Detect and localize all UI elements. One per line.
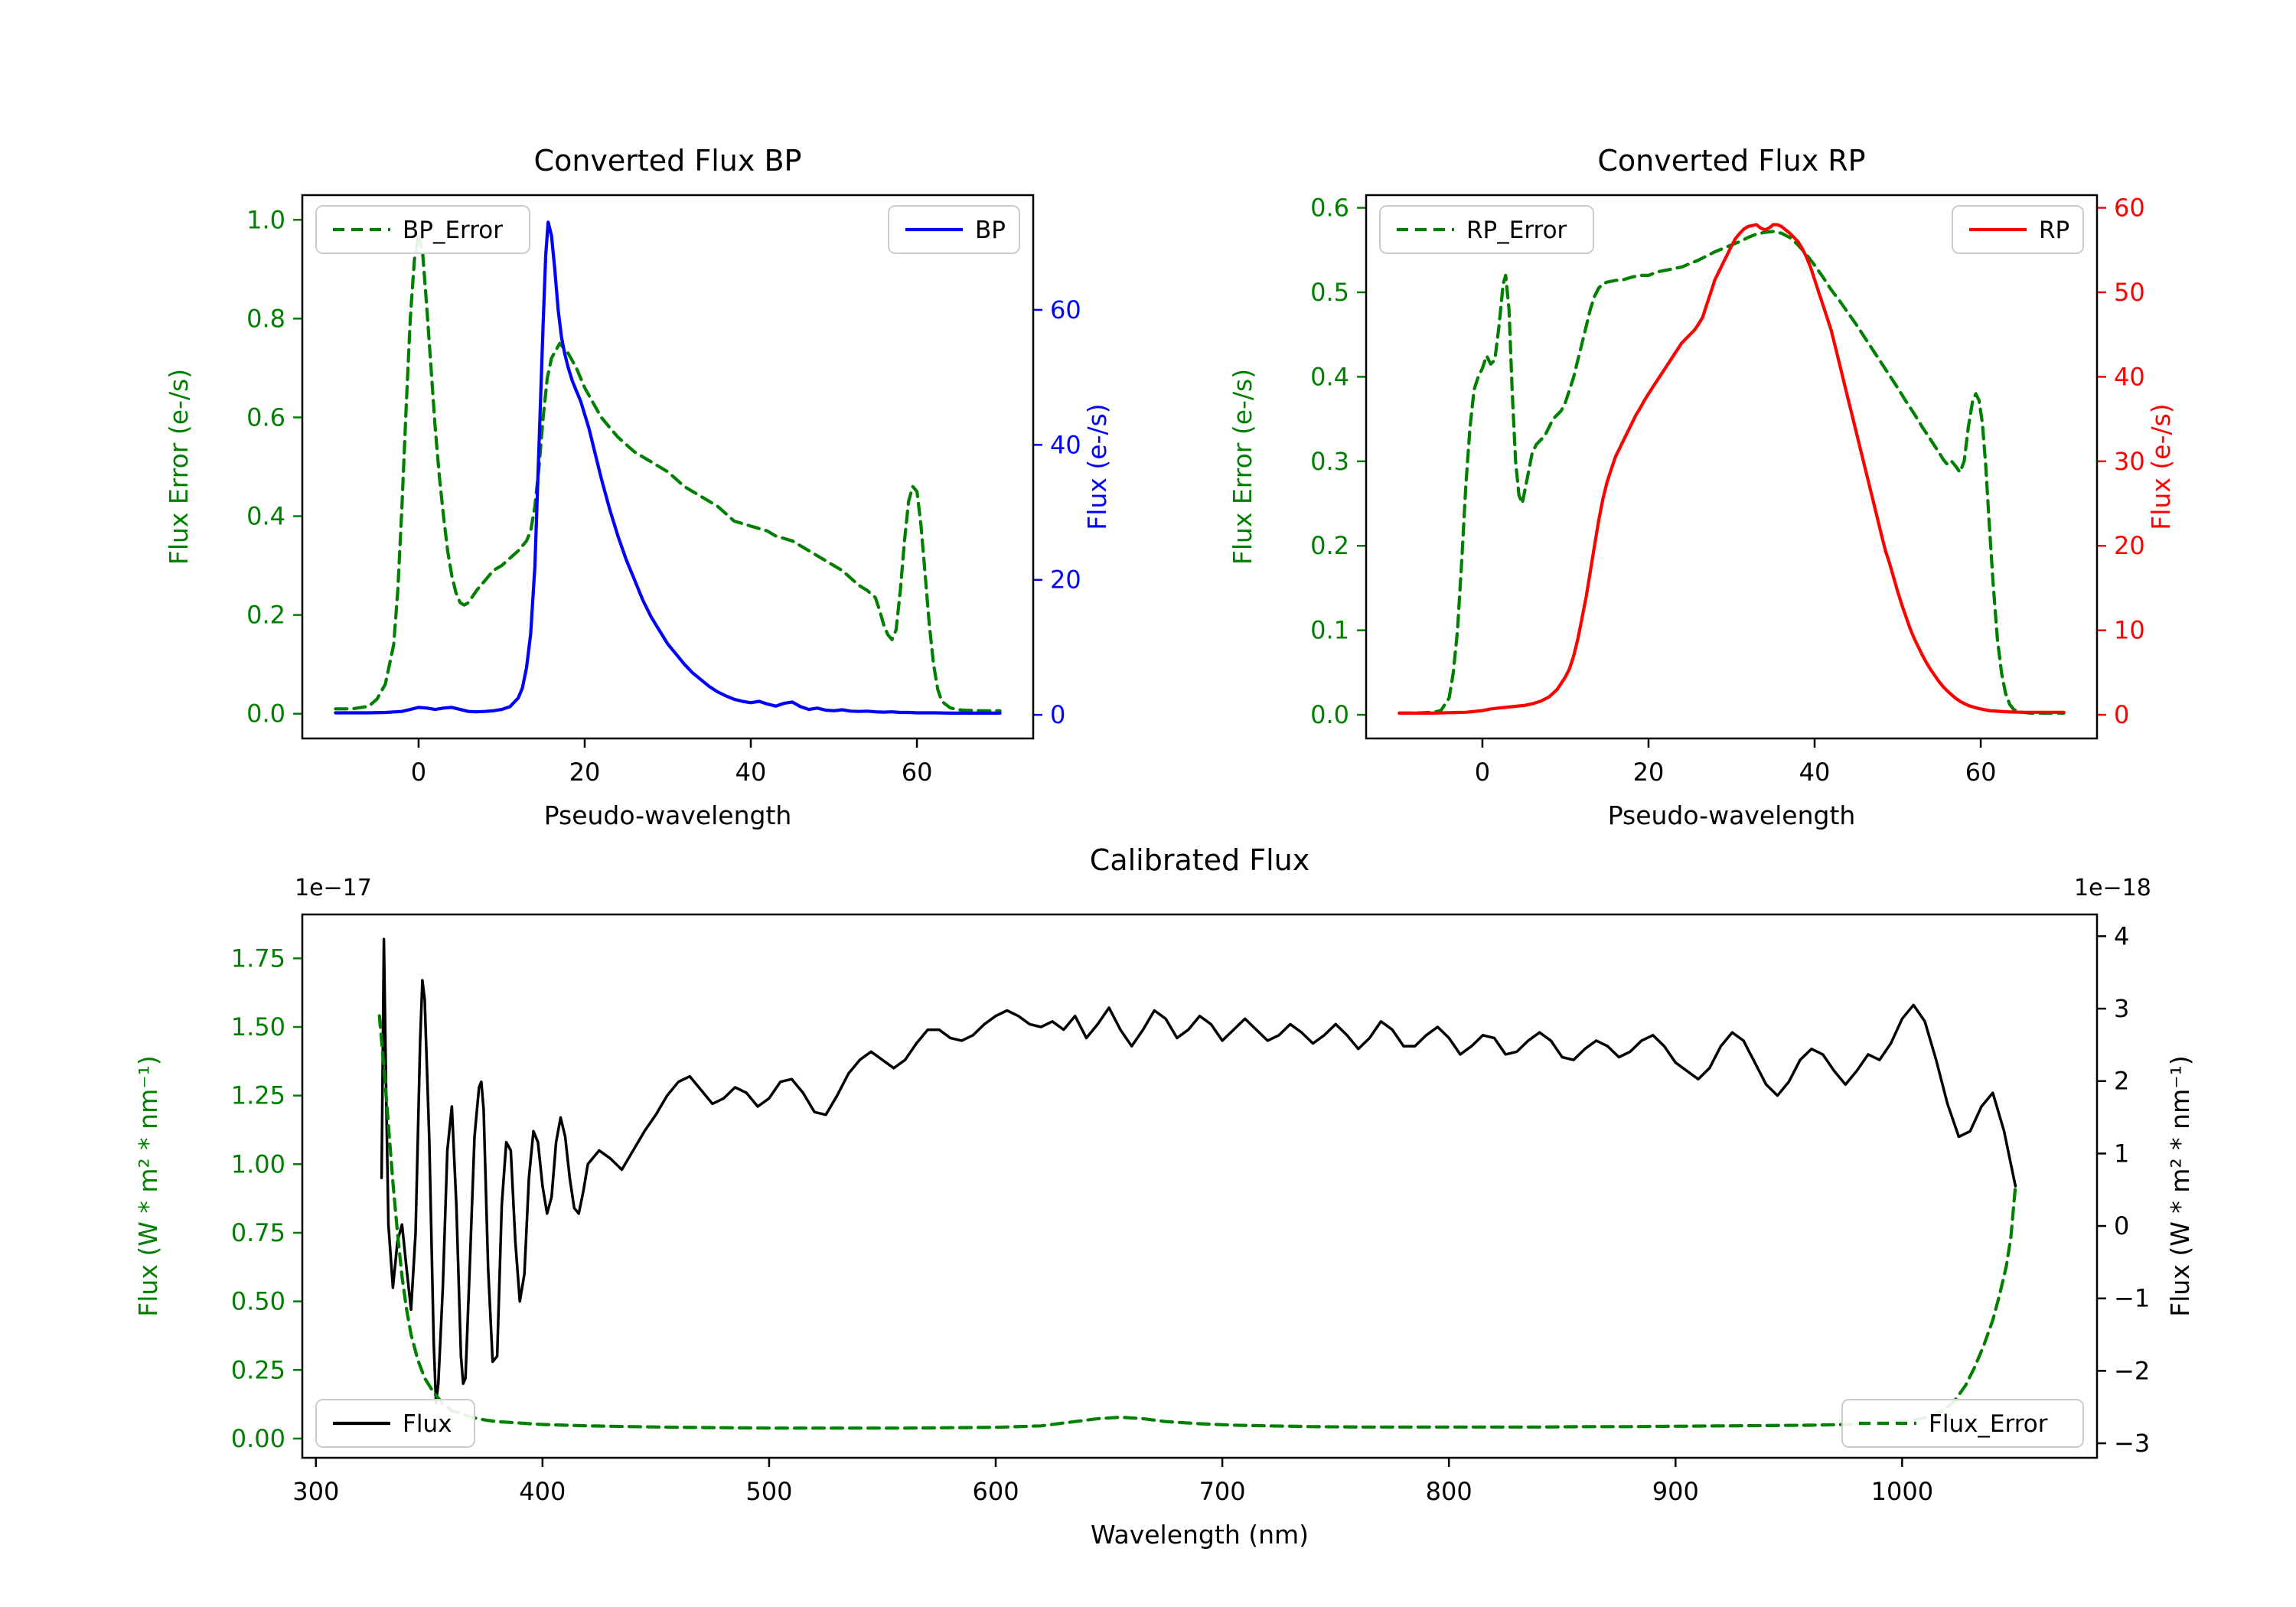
y-left-tick-label: 0.00 (231, 1424, 285, 1453)
x-axis-label: Pseudo-wavelength (1608, 800, 1856, 830)
y-left-offset-text: 1e−17 (295, 875, 372, 901)
legend-label: RP (2039, 217, 2069, 244)
legend-box (315, 1399, 475, 1448)
chart-converted-flux-rp: Converted Flux RP 0 20 40 60 0.0 0.1 0.2 0.3 0.4 0… (1228, 144, 2176, 830)
x-tick-label: 900 (1652, 1477, 1699, 1506)
x-tick-label: 700 (1199, 1477, 1246, 1506)
cal-flux-line (380, 937, 2017, 1405)
axes-frame (1365, 194, 2099, 740)
x-tick-label: 0 (1475, 758, 1490, 787)
y-left-tick-label: 0.6 (1310, 194, 1349, 223)
legend-box (315, 205, 530, 254)
x-tick-label: 40 (735, 758, 767, 787)
y-left-tick-label: 0.2 (1310, 531, 1349, 560)
legend-label: Flux (403, 1410, 452, 1438)
y-right-offset-text: 1e−18 (2074, 875, 2151, 901)
legend-label: RP_Error (1466, 217, 1567, 244)
y-left-tick-label: 0.3 (1310, 447, 1349, 476)
y-right-axis-label: Flux (e-/s) (1082, 403, 1112, 530)
y-left-axis-label: Flux (W * m² * nm⁻¹) (133, 1055, 163, 1317)
x-tick-label: 500 (745, 1477, 792, 1506)
chart-title: Converted Flux BP (534, 144, 802, 178)
x-tick-label: 300 (292, 1477, 339, 1506)
bp-bp-line (334, 220, 1002, 715)
y-right-tick-label: 1 (2114, 1139, 2129, 1168)
chart-calibrated-flux: Calibrated Flux 300 400 500 600 700 800 900 1000… (133, 843, 2195, 1550)
y-right-tick-label: 20 (1050, 566, 1081, 595)
chart-title: Converted Flux RP (1597, 144, 1865, 178)
y-left-tick-label: 0.4 (246, 502, 285, 531)
chart-converted-flux-bp: Converted Flux BP 0 20 40 60 0.0 0.2 0.4 0.6 0.8 1… (164, 144, 1112, 830)
y-right-tick-label: 0 (2114, 700, 2129, 729)
x-tick-label: 400 (519, 1477, 566, 1506)
x-tick-label: 600 (972, 1477, 1019, 1506)
series-group (377, 937, 2017, 1430)
y-left-tick-label: 0.25 (231, 1355, 285, 1384)
legend-box (1841, 1399, 2084, 1448)
y-right-tick-label: 60 (1050, 295, 1081, 324)
y-left-axis-label: Flux Error (e-/s) (164, 369, 194, 565)
series-group (334, 220, 1002, 715)
x-tick-label: 60 (902, 758, 933, 787)
y-right-tick-label: 40 (2114, 362, 2145, 391)
y-left-tick-label: 1.50 (231, 1012, 285, 1041)
y-right-axis-label: Flux (e-/s) (2146, 403, 2176, 530)
y-left-tick-label: 0.75 (231, 1218, 285, 1247)
x-tick-label: 20 (1633, 758, 1665, 787)
y-left-tick-label: 1.0 (246, 205, 285, 234)
x-axis-label: Wavelength (nm) (1091, 1520, 1309, 1550)
legend-label: BP_Error (403, 217, 503, 244)
chart-title: Calibrated Flux (1090, 843, 1309, 877)
y-left-tick-label: 0.1 (1310, 616, 1349, 645)
y-left-tick-label: 0.5 (1310, 278, 1349, 307)
x-tick-label: 40 (1799, 758, 1831, 787)
y-right-tick-label: 2 (2114, 1067, 2129, 1096)
x-tick-label: 0 (411, 758, 426, 787)
y-right-tick-label: −3 (2114, 1429, 2150, 1458)
x-tick-label: 1000 (1871, 1477, 1933, 1506)
y-left-tick-label: 0.8 (246, 304, 285, 333)
cal-flux_error-line (377, 1014, 2017, 1430)
axes-frame (301, 913, 2099, 1459)
y-right-tick-label: −2 (2114, 1356, 2150, 1385)
y-right-tick-label: −1 (2114, 1284, 2150, 1313)
y-left-axis-label: Flux Error (e-/s) (1228, 369, 1257, 565)
y-left-tick-label: 1.00 (231, 1149, 285, 1178)
y-right-tick-label: 30 (2114, 447, 2145, 476)
y-left-tick-label: 0.0 (1310, 700, 1349, 729)
rp-rp-line (1397, 223, 2066, 715)
y-right-tick-label: 50 (2114, 278, 2145, 307)
legend-label: BP (975, 217, 1006, 244)
bp-bp_error-line (334, 233, 1002, 713)
y-left-tick-label: 1.75 (231, 944, 285, 973)
y-right-axis-label: Flux (W * m² * nm⁻¹) (2165, 1055, 2195, 1317)
y-left-tick-label: 0.50 (231, 1287, 285, 1316)
x-tick-label: 800 (1426, 1477, 1473, 1506)
legend-label: Flux_Error (1929, 1410, 2048, 1438)
y-right-tick-label: 3 (2114, 994, 2129, 1023)
series-group (1397, 223, 2066, 715)
x-tick-label: 20 (569, 758, 601, 787)
y-right-tick-label: 0 (1050, 700, 1065, 729)
y-right-tick-label: 10 (2114, 616, 2145, 645)
x-tick-label: 60 (1965, 758, 1997, 787)
y-right-tick-label: 20 (2114, 531, 2145, 560)
y-left-tick-label: 0.4 (1310, 362, 1349, 391)
legend-box (1379, 205, 1594, 254)
y-left-tick-label: 0.0 (246, 699, 285, 729)
axes-frame (301, 194, 1035, 740)
y-right-tick-label: 40 (1050, 430, 1081, 459)
y-left-tick-label: 0.2 (246, 601, 285, 630)
rp-rp_error-line (1397, 230, 2066, 715)
y-left-tick-label: 0.6 (246, 403, 285, 432)
y-left-tick-label: 1.25 (231, 1081, 285, 1110)
y-right-tick-label: 60 (2114, 194, 2145, 223)
y-right-tick-label: 0 (2114, 1211, 2129, 1240)
x-axis-label: Pseudo-wavelength (544, 800, 792, 830)
y-right-tick-label: 4 (2114, 921, 2129, 950)
